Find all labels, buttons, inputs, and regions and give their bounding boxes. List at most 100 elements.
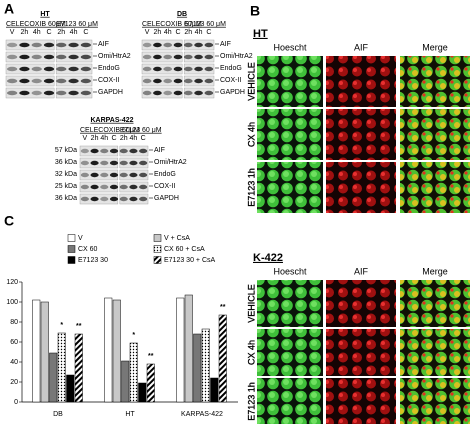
blot-band	[68, 90, 79, 96]
panel-label: C	[4, 213, 14, 229]
lane-label: 4h	[100, 135, 108, 142]
blot-band	[80, 54, 92, 60]
micrograph	[257, 329, 323, 376]
protein-label: AIF	[98, 41, 109, 48]
blot-band	[31, 66, 42, 72]
blot-band	[109, 160, 119, 166]
blot-band	[90, 196, 99, 202]
row-label: CX 4h	[246, 340, 256, 365]
blot-band	[183, 78, 193, 84]
blot-band	[56, 78, 67, 84]
blot-band	[56, 42, 67, 48]
protein-label: EndoG	[220, 65, 242, 72]
panel-label: B	[250, 3, 260, 19]
blot-band	[68, 66, 79, 72]
bar	[176, 297, 185, 403]
blot-band	[194, 78, 203, 84]
column-header: AIF	[354, 266, 369, 276]
bar	[210, 377, 219, 403]
protein-label: AIF	[154, 147, 165, 154]
significance: **	[220, 304, 226, 311]
protein-label: EndoG	[98, 65, 120, 72]
blot-title: HT	[40, 11, 50, 18]
micrograph	[400, 56, 470, 107]
blot-band	[173, 90, 183, 96]
panel-label: A	[4, 1, 14, 17]
blot-band	[100, 172, 109, 178]
blot-band	[80, 160, 89, 166]
blot-band	[19, 66, 30, 72]
blot-band	[109, 172, 119, 178]
lane-label: 2h	[184, 29, 192, 36]
blot-band	[142, 66, 152, 72]
blot-band	[204, 54, 214, 60]
legend-label: CX 60 + CsA	[164, 246, 205, 253]
treatment-label: E7123 60 μM	[56, 21, 98, 28]
protein-label: COX-II	[154, 183, 175, 190]
lane-label: C	[206, 29, 211, 36]
bar	[146, 363, 155, 403]
blot-band	[183, 66, 193, 72]
marker-label: 36 kDa	[55, 195, 77, 202]
protein-label: EndoG	[154, 171, 176, 178]
micrograph	[400, 109, 470, 160]
blot-band	[139, 148, 148, 154]
legend-swatch	[67, 245, 76, 253]
lane-label: 4h	[164, 29, 172, 36]
blot-band	[68, 78, 79, 84]
blot-band	[142, 42, 152, 48]
marker-label: 36 kDa	[55, 159, 77, 166]
blot-band	[204, 90, 214, 96]
bar	[40, 301, 49, 403]
treatment-label: E7123 60 μM	[120, 127, 162, 134]
blot-band	[194, 66, 203, 72]
blot-band	[43, 90, 55, 96]
group-title: HT	[253, 28, 268, 40]
protein-label: COX-II	[98, 77, 119, 84]
lane-label: 2h	[120, 135, 128, 142]
micrograph	[257, 280, 323, 327]
legend-swatch	[67, 256, 76, 264]
blot-band	[173, 42, 183, 48]
lane-label: C	[83, 29, 88, 36]
blot-band	[153, 90, 162, 96]
legend-label: CX 60	[78, 246, 98, 253]
blot-band	[90, 160, 99, 166]
blot-band	[43, 54, 55, 60]
y-tick-label: 100	[6, 299, 18, 306]
blot-band	[68, 42, 79, 48]
blot-band	[100, 184, 109, 190]
treatment-label: CELECOXIB 60μM	[80, 127, 140, 134]
bar	[121, 360, 130, 403]
micrograph	[400, 329, 470, 376]
blot-band	[142, 90, 152, 96]
bar	[49, 352, 58, 403]
row-label: CX 4h	[246, 122, 256, 147]
blot-band	[31, 54, 42, 60]
y-tick-label: 20	[10, 379, 18, 386]
protein-label: GAPDH	[98, 89, 123, 96]
column-header: Merge	[422, 266, 448, 276]
blot-band	[129, 196, 138, 202]
legend-label: E7123 30 + CsA	[164, 257, 216, 264]
blot-band	[139, 172, 148, 178]
blot-band	[43, 78, 55, 84]
protein-label: AIF	[220, 41, 231, 48]
blot-band	[119, 160, 128, 166]
blot-band	[204, 42, 214, 48]
blot-band	[139, 160, 148, 166]
blot-band	[90, 148, 99, 154]
row-label: E7123 1h	[246, 168, 256, 207]
blot-band	[80, 184, 89, 190]
legend-swatch	[153, 234, 162, 242]
blot-band	[183, 42, 193, 48]
blot-band	[173, 54, 183, 60]
blot-band	[194, 54, 203, 60]
column-header: Hoescht	[273, 266, 307, 276]
lane-label: 2h	[21, 29, 29, 36]
micrograph	[257, 109, 323, 160]
micrograph	[257, 56, 323, 107]
lane-label: 2h	[91, 135, 99, 142]
micrograph	[326, 109, 396, 160]
lane-label: 4h	[70, 29, 78, 36]
